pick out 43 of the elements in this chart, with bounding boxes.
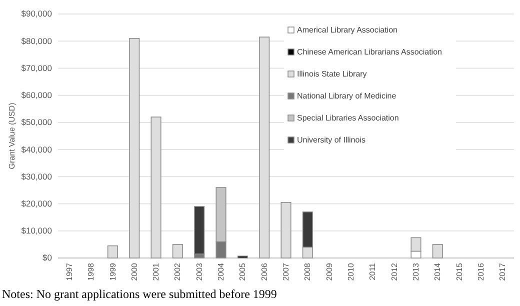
x-tick-label: 1998 <box>86 262 96 281</box>
y-tick-label: $40,000 <box>21 144 52 154</box>
bar <box>432 244 443 258</box>
legend-label: Americal Library Association <box>297 26 398 35</box>
y-axis-title: Grant Value (USD) <box>8 102 17 170</box>
x-tick-label: 2004 <box>216 262 226 281</box>
x-tick-label: 2013 <box>412 262 421 281</box>
x-tick-label: 2011 <box>368 262 378 280</box>
legend-label: University of Illinois <box>297 136 366 145</box>
bar <box>194 206 205 254</box>
x-tick-label: 1999 <box>108 262 118 281</box>
legend-label: Special Libraries Association <box>297 114 399 123</box>
x-tick-label: 2010 <box>346 262 356 281</box>
bar <box>107 245 118 258</box>
y-tick-label: $10,000 <box>21 226 52 236</box>
y-tick-label: $70,000 <box>21 62 52 73</box>
y-tick-label: $30,000 <box>21 171 52 182</box>
x-tick-label: 2017 <box>498 262 508 281</box>
x-tick-label: 2009 <box>324 262 334 281</box>
bar <box>172 244 183 258</box>
x-tick-label: 2007 <box>282 262 291 281</box>
x-tick-label: 2015 <box>454 262 464 281</box>
y-tick-label: $20,000 <box>21 198 52 208</box>
y-tick-label: $90,000 <box>21 8 52 19</box>
y-tick-label: $50,000 <box>21 117 52 128</box>
legend-label: Chinese American Librarians Association <box>297 48 442 57</box>
legend-label: National Library of Medicine <box>297 92 397 101</box>
x-tick-label: 2006 <box>260 262 269 281</box>
y-tick-label: $0 <box>42 252 52 263</box>
text: Notes: No grant applications were submitted before 1999 <box>2 287 277 301</box>
x-tick-label: 2016 <box>476 262 486 281</box>
x-tick-label: 2005 <box>238 262 248 281</box>
legend-label: Illinois State Library <box>297 70 367 79</box>
x-tick-label: 2001 <box>152 262 161 281</box>
x-tick-label: 1997 <box>64 262 74 281</box>
x-tick-label: 2003 <box>194 262 204 281</box>
x-tick-label: 2002 <box>173 262 182 281</box>
x-tick-label: 2000 <box>130 262 139 281</box>
x-tick-label: 2014 <box>433 262 442 281</box>
x-tick-label: 2012 <box>390 262 399 281</box>
x-tick-label: 2008 <box>303 262 312 281</box>
y-tick-label: $60,000 <box>21 90 52 100</box>
y-tick-label: $80,000 <box>21 36 52 46</box>
